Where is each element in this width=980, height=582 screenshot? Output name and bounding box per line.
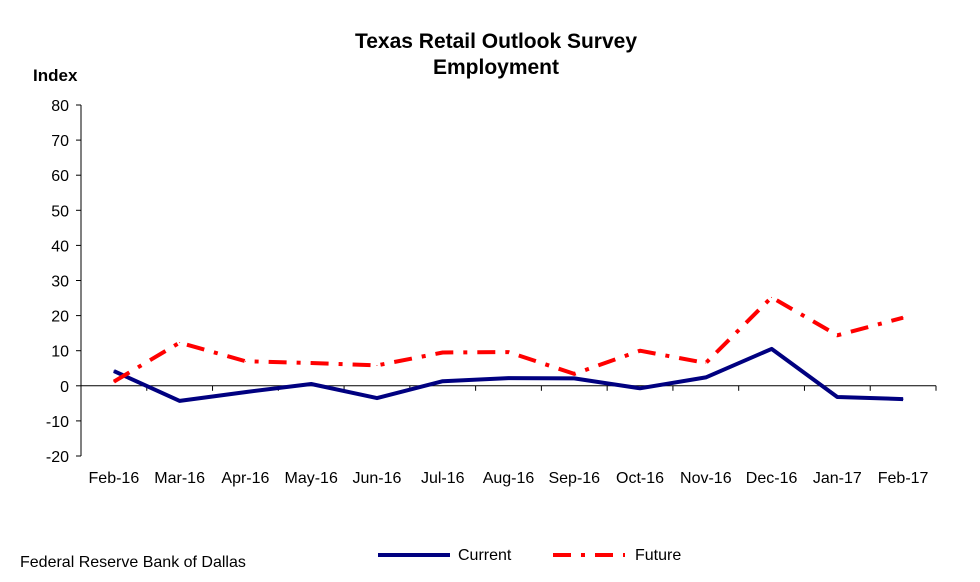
data-point-future <box>771 296 773 298</box>
data-point-future <box>902 317 904 319</box>
x-tick-label: Jul-16 <box>421 470 465 487</box>
y-tick-label: 50 <box>51 203 69 220</box>
axes <box>80 105 936 456</box>
y-tick-label: -10 <box>46 414 69 431</box>
chart-subtitle: Employment <box>433 56 559 79</box>
chart-title: Texas Retail Outlook Survey <box>355 30 637 53</box>
y-tick-label: 70 <box>51 133 69 150</box>
data-point-current <box>639 387 641 389</box>
legend-label-future: Future <box>635 547 681 564</box>
data-point-future <box>113 381 115 383</box>
y-axis-label: Index <box>33 66 78 85</box>
data-point-future <box>244 360 246 362</box>
data-point-current <box>179 400 181 402</box>
legend-label-current: Current <box>458 547 512 564</box>
y-tick-label: 20 <box>51 309 69 326</box>
y-tick-label: 80 <box>51 98 69 115</box>
y-tick-label: 10 <box>51 344 69 361</box>
x-tick-label: Aug-16 <box>483 470 535 487</box>
data-point-current <box>902 398 904 400</box>
x-tick-label: Oct-16 <box>616 470 664 487</box>
data-point-future <box>573 373 575 375</box>
x-tick-label: May-16 <box>285 470 338 487</box>
data-point-current <box>705 376 707 378</box>
x-tick-label: Sep-16 <box>548 470 600 487</box>
y-axis-ticks: 80 70 60 50 40 30 20 10 0 -10 -20 <box>46 98 81 466</box>
data-point-future <box>310 362 312 364</box>
data-point-future <box>836 334 838 336</box>
data-point-current <box>836 396 838 398</box>
data-point-current <box>508 377 509 379</box>
series-line-future <box>112 295 904 384</box>
x-tick-label: Mar-16 <box>154 470 205 487</box>
data-point-future <box>376 364 378 366</box>
y-tick-label: 30 <box>51 274 69 291</box>
x-tick-label: Feb-17 <box>878 470 929 487</box>
data-point-future <box>639 350 641 352</box>
y-tick-label: 60 <box>51 168 69 185</box>
data-point-future <box>442 351 444 353</box>
y-tick-label: 40 <box>51 238 69 255</box>
data-point-current <box>771 348 773 350</box>
series-lines <box>112 295 904 403</box>
data-point-current <box>573 377 575 379</box>
data-point-future <box>508 351 509 353</box>
data-point-current <box>376 397 378 399</box>
y-tick-label: -20 <box>46 449 69 466</box>
data-point-future <box>705 362 707 364</box>
x-tick-label: Dec-16 <box>746 470 798 487</box>
legend: Current Future <box>378 547 681 564</box>
x-tick-label: Jun-16 <box>353 470 402 487</box>
x-tick-label: Apr-16 <box>221 470 269 487</box>
data-point-current <box>442 380 444 382</box>
data-point-current <box>310 383 312 385</box>
y-tick-label: 0 <box>60 379 69 396</box>
data-point-current <box>113 370 115 372</box>
x-axis-ticks: Feb-16 Mar-16 Apr-16 May-16 Jun-16 Jul-16 Aug-… <box>80 385 937 487</box>
x-tick-label: Nov-16 <box>680 470 732 487</box>
data-point-future <box>179 342 181 344</box>
x-tick-label: Jan-17 <box>813 470 862 487</box>
x-tick-label: Feb-16 <box>89 470 140 487</box>
source-note: Federal Reserve Bank of Dallas <box>20 554 246 571</box>
data-point-current <box>244 391 246 393</box>
